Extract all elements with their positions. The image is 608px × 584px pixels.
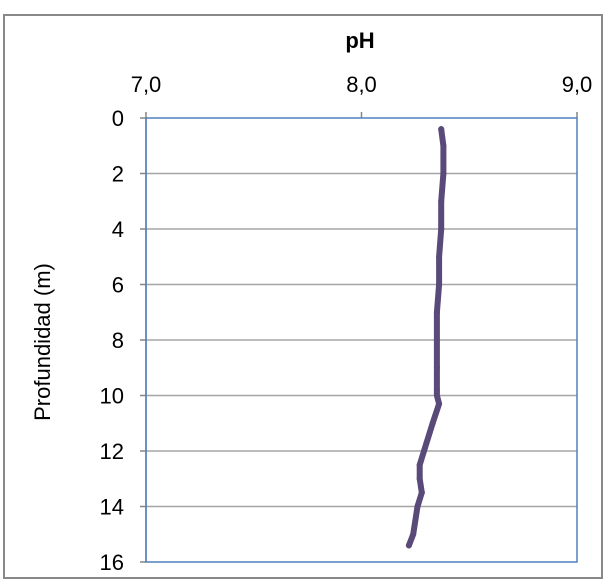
data-point bbox=[438, 226, 445, 232]
data-point bbox=[416, 461, 423, 468]
x-tick-label: 9,0 bbox=[562, 72, 593, 97]
series-layer bbox=[405, 126, 447, 549]
data-point bbox=[440, 142, 447, 149]
data-point bbox=[433, 364, 440, 371]
data-point bbox=[414, 503, 421, 510]
y-tick-layer: 0 2 4 6 8 10 12 14 16 bbox=[100, 106, 146, 575]
x-tick-label: 7,0 bbox=[131, 72, 162, 97]
data-point bbox=[433, 337, 440, 343]
data-point bbox=[410, 531, 417, 538]
data-point bbox=[405, 542, 412, 549]
data-point bbox=[438, 198, 445, 205]
y-tick-label: 8 bbox=[112, 328, 124, 353]
data-point bbox=[433, 386, 440, 393]
y-tick-label: 16 bbox=[100, 550, 124, 575]
chart-frame bbox=[3, 14, 603, 579]
data-point bbox=[436, 400, 443, 407]
y-tick-label: 14 bbox=[100, 495, 124, 520]
x-tick-label: 8,0 bbox=[346, 72, 377, 97]
plot-area bbox=[145, 117, 578, 563]
y-tick-label: 2 bbox=[112, 162, 124, 187]
data-point bbox=[420, 448, 427, 454]
grid-layer bbox=[145, 118, 577, 562]
data-point bbox=[418, 489, 425, 496]
data-point bbox=[438, 126, 445, 133]
data-point bbox=[440, 170, 447, 177]
data-point bbox=[416, 475, 423, 482]
x-tick-layer: 7,0 8,0 9,0 bbox=[131, 72, 593, 118]
y-tick-label: 4 bbox=[112, 217, 124, 242]
y-tick-label: 0 bbox=[112, 106, 124, 131]
data-point bbox=[436, 281, 443, 288]
chart-title: pH bbox=[345, 28, 374, 53]
y-tick-label: 6 bbox=[112, 273, 124, 298]
y-tick-label: 10 bbox=[100, 384, 124, 409]
y-axis-title: Profundidad (m) bbox=[30, 263, 55, 421]
data-point bbox=[433, 309, 440, 316]
data-point bbox=[429, 420, 436, 427]
series-line bbox=[405, 126, 447, 549]
data-point bbox=[433, 392, 440, 399]
y-tick-label: 12 bbox=[100, 439, 124, 464]
data-point bbox=[436, 253, 443, 260]
